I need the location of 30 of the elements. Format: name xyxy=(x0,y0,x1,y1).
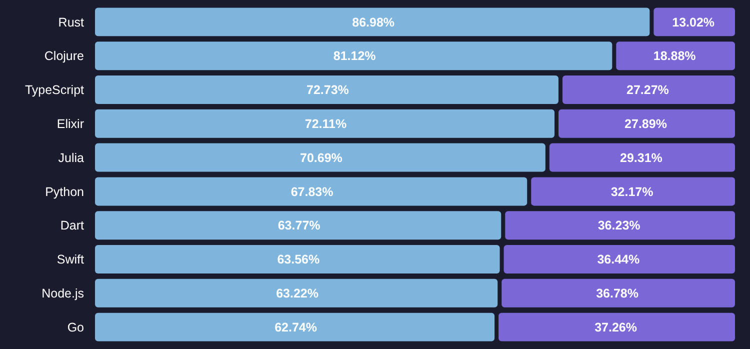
data-label: 70.69% xyxy=(300,150,342,165)
y-tick-label: Python xyxy=(45,184,84,199)
y-tick-label: Dart xyxy=(60,218,85,233)
y-tick-label: Elixir xyxy=(56,117,84,132)
y-tick-label: Julia xyxy=(58,150,84,165)
data-label: 37.26% xyxy=(594,320,637,334)
y-tick-label: Rust xyxy=(58,15,85,30)
data-label: 72.73% xyxy=(306,83,349,98)
y-tick-label: Clojure xyxy=(44,49,84,64)
data-label: 27.89% xyxy=(624,117,667,132)
data-label: 63.56% xyxy=(277,252,320,267)
y-tick-label: TypeScript xyxy=(24,83,85,98)
data-label: 36.23% xyxy=(598,218,640,233)
data-label: 86.98% xyxy=(352,15,395,30)
data-label: 72.11% xyxy=(304,117,347,132)
data-label: 81.12% xyxy=(333,49,376,64)
y-tick-label: Go xyxy=(67,320,84,334)
data-label: 13.02% xyxy=(672,15,715,30)
data-label: 32.17% xyxy=(610,184,654,199)
data-label: 29.31% xyxy=(620,150,662,165)
data-label: 63.22% xyxy=(276,286,319,301)
y-tick-label: Node.js xyxy=(42,286,84,301)
data-label: 36.78% xyxy=(596,286,639,301)
data-label: 63.77% xyxy=(278,218,320,233)
y-tick-label: Swift xyxy=(56,252,85,267)
data-label: 18.88% xyxy=(653,49,696,64)
data-label: 62.74% xyxy=(274,320,317,334)
data-label: 67.83% xyxy=(290,184,334,199)
data-label: 27.27% xyxy=(626,83,669,98)
data-label: 36.44% xyxy=(597,252,640,267)
